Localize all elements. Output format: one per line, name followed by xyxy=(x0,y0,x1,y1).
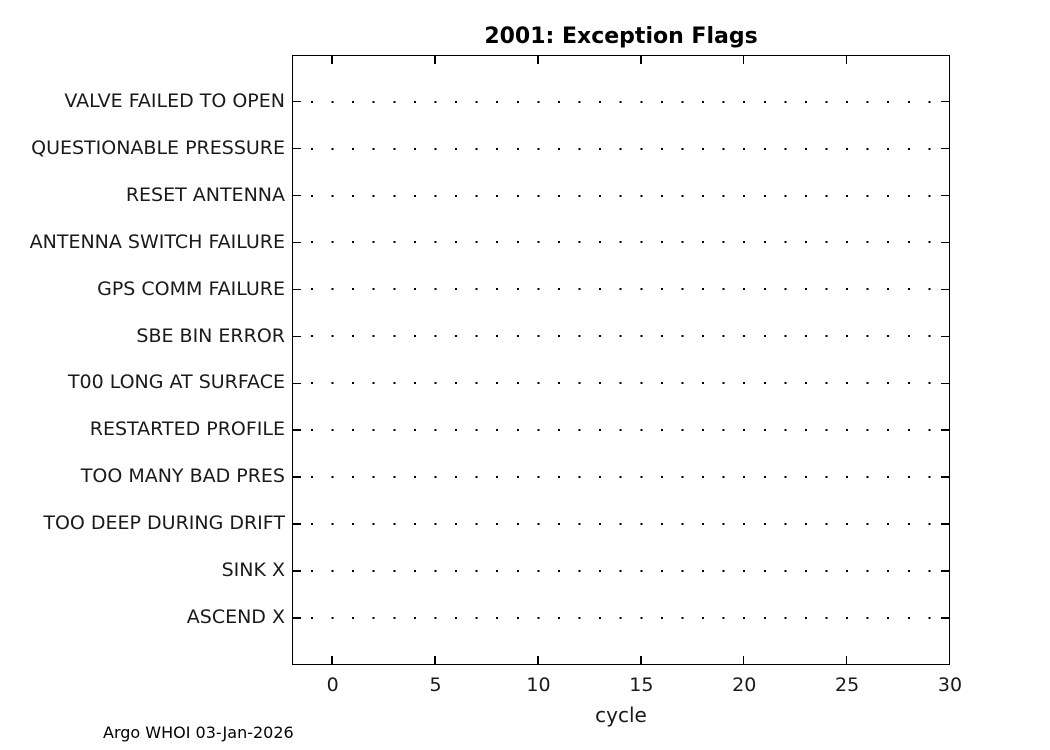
y-tick-left xyxy=(293,335,301,338)
y-tick-label: QUESTIONABLE PRESSURE xyxy=(31,136,285,159)
y-tick-left xyxy=(293,241,301,244)
gridline-dotted xyxy=(311,288,933,291)
x-tick-bottom xyxy=(640,656,642,664)
y-tick-left xyxy=(293,523,301,525)
x-tick-top xyxy=(434,56,436,64)
y-tick-right xyxy=(941,429,949,431)
gridline-dotted xyxy=(311,616,933,619)
y-tick-right xyxy=(941,194,949,197)
y-tick-left xyxy=(293,194,301,197)
x-tick-bottom xyxy=(845,656,848,664)
x-tick-top xyxy=(948,56,951,64)
x-tick-label: 25 xyxy=(835,674,860,696)
y-tick-label: GPS COMM FAILURE xyxy=(97,277,285,300)
y-tick-right xyxy=(941,570,949,572)
y-tick-label: TOO DEEP DURING DRIFT xyxy=(43,512,285,535)
gridline-dotted xyxy=(311,241,933,244)
y-tick-left xyxy=(293,147,301,150)
y-tick-label: SBE BIN ERROR xyxy=(136,324,285,347)
x-tick-label: 20 xyxy=(732,674,757,696)
y-tick-right xyxy=(941,100,949,103)
y-tick-left xyxy=(293,570,301,572)
y-tick-left xyxy=(293,100,301,103)
y-tick-left xyxy=(293,476,301,478)
y-tick-left xyxy=(293,429,301,431)
y-tick-right xyxy=(941,288,949,291)
x-tick-label: 10 xyxy=(526,674,551,696)
y-tick-label: T00 LONG AT SURFACE xyxy=(67,371,285,394)
plot-area xyxy=(292,55,951,665)
gridline-dotted xyxy=(311,569,933,572)
y-tick-right xyxy=(941,476,949,478)
y-tick-right xyxy=(941,241,949,244)
y-tick-label: RESTARTED PROFILE xyxy=(89,418,285,441)
x-tick-top xyxy=(742,56,745,64)
y-tick-label: VALVE FAILED TO OPEN xyxy=(64,89,285,112)
x-tick-label: 5 xyxy=(429,674,442,696)
y-tick-label: SINK X xyxy=(221,559,285,582)
gridline-dotted xyxy=(311,147,933,150)
y-tick-right xyxy=(941,523,949,525)
footer-note: Argo WHOI 03-Jan-2026 xyxy=(103,723,294,742)
x-tick-label: 30 xyxy=(937,674,963,696)
y-tick-left xyxy=(293,382,301,384)
x-tick-top xyxy=(845,56,848,64)
y-tick-label: RESET ANTENNA xyxy=(125,183,285,206)
y-tick-right xyxy=(941,382,949,384)
x-tick-top xyxy=(537,56,539,64)
chart-title: 2001: Exception Flags xyxy=(484,24,758,49)
gridline-dotted xyxy=(311,382,933,385)
x-tick-top xyxy=(640,56,642,64)
y-tick-label: ASCEND X xyxy=(186,606,285,629)
gridline-dotted xyxy=(311,523,933,526)
x-tick-bottom xyxy=(742,656,745,664)
y-tick-label: ANTENNA SWITCH FAILURE xyxy=(29,230,285,253)
x-tick-bottom xyxy=(331,656,333,664)
y-tick-right xyxy=(941,335,949,338)
gridline-dotted xyxy=(311,429,933,432)
x-tick-bottom xyxy=(948,656,951,664)
x-tick-top xyxy=(331,56,333,64)
y-tick-left xyxy=(293,617,301,619)
y-tick-label: TOO MANY BAD PRES xyxy=(80,465,285,488)
y-tick-right xyxy=(941,147,949,150)
gridline-dotted xyxy=(311,335,933,338)
gridline-dotted xyxy=(311,100,933,103)
gridline-dotted xyxy=(311,476,933,479)
y-tick-right xyxy=(941,617,949,619)
x-axis-label: cycle xyxy=(595,703,647,727)
x-tick-label: 15 xyxy=(629,674,654,696)
x-tick-bottom xyxy=(434,656,436,664)
x-tick-label: 0 xyxy=(326,674,339,696)
gridline-dotted xyxy=(311,194,933,197)
y-tick-left xyxy=(293,288,301,291)
x-tick-bottom xyxy=(537,656,539,664)
